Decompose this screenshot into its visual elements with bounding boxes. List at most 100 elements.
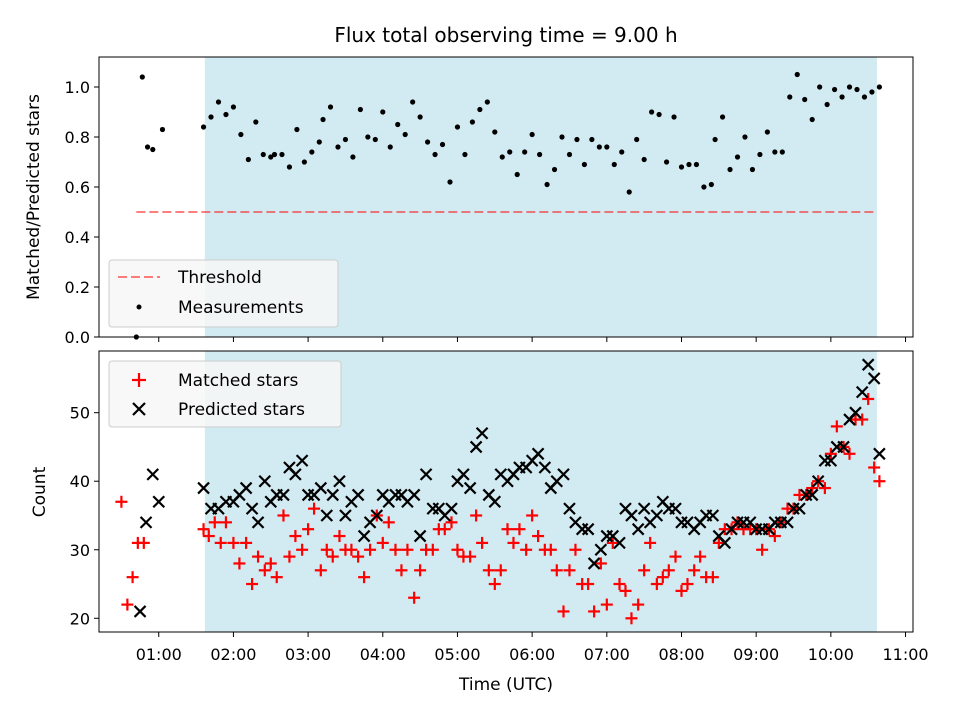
measurement-point [719,114,726,120]
measurement-point [779,149,785,155]
x-tick-label: 11:00 [882,645,928,664]
predicted-star-marker [457,468,470,481]
matched-star-marker [868,461,881,474]
measurement-point [794,71,800,78]
predicted-star-marker [197,481,210,495]
y-tick-label: 30 [70,541,90,560]
matched-star-marker [126,571,139,584]
measurement-point [309,149,315,155]
matched-star-marker [270,571,283,584]
predicted-star-marker [873,447,886,461]
predicted-star-marker [475,426,489,440]
measurement-point [477,106,483,113]
measurement-point [159,126,166,133]
legend-threshold-label: Threshold [177,268,262,288]
x-tick-label: 09:00 [733,645,779,664]
legend-matched-swatch [132,373,146,387]
matched-star-marker [414,564,427,577]
measurement-point [424,139,431,145]
y-tick-label: 20 [70,609,90,628]
matched-star-marker [476,536,489,549]
matched-star-marker [451,543,464,556]
matched-star-marker [302,523,315,536]
measurement-point [708,181,714,188]
matched-star-marker [669,550,682,563]
ratio-panel-frame [98,56,914,338]
matched-star-marker [352,550,365,563]
matched-star-marker [613,578,626,591]
matched-star-marker [600,598,613,611]
measurement-point [824,101,830,108]
ratio-y-ticks: 0.0 0.2 0.4 0.6 0.8 1.0 [65,78,99,347]
figure-title: Flux total observing time = 9.00 h [334,23,677,47]
predicted-star-marker [133,605,147,618]
matched-star-marker [197,523,210,536]
matched-star-marker [233,557,246,570]
measurement-point [854,86,860,93]
matched-star-marker [632,598,645,611]
predicted-star-marker [320,509,334,522]
matched-star-marker [438,523,451,536]
matched-star-marker [277,509,290,522]
matched-star-marker [289,530,302,543]
measurement-point [380,109,386,115]
predicted-star-marker [152,495,166,509]
predicted-star-marker [413,529,427,543]
matched-star-marker [688,564,701,577]
predicted-star-marker [139,516,153,529]
measurement-point [611,161,617,168]
predicted-star-marker [811,474,825,488]
measurement-point [757,151,763,158]
predicted-star-marker [837,440,850,454]
y-tick-label: 0.2 [65,278,90,297]
matched-star-marker [856,413,869,426]
measurement-point [544,181,550,188]
count-legend: Matched stars Predicted stars [108,360,342,428]
matched-star-marker [382,516,395,529]
predicted-star-marker [258,474,272,488]
measurement-point [365,134,371,140]
matched-star-marker [756,543,769,556]
predicted-star-marker [563,502,576,515]
measurement-point [372,136,378,143]
predicted-star-marker [718,536,732,550]
measurement-point [447,179,453,185]
measurement-point [327,104,334,110]
measurement-point [656,111,662,118]
measurement-point [869,89,875,95]
measurement-point [316,139,322,145]
measurement-point [454,124,461,130]
measurement-point [634,136,640,143]
measurement-point [678,164,685,170]
measurement-point [712,136,718,143]
measurements-points [133,71,882,340]
matched-star-marker [258,564,271,577]
x-tick-label: 01:00 [136,645,182,664]
measurement-point [200,124,207,130]
matched-star-marker [681,578,694,591]
measurement-point [499,154,505,160]
matched-star-marker [594,557,607,570]
matched-star-marker [526,509,539,522]
predicted-star-marker [531,447,545,461]
matched-star-marker [563,564,576,577]
predicted-star-marker [861,358,875,371]
measurement-point [150,146,156,153]
measurement-point [537,151,543,158]
y-tick-label: 1.0 [65,78,90,97]
matched-star-marker [830,420,843,433]
matched-star-marker [513,523,526,536]
measurement-point [279,151,285,158]
matched-star-marker [202,530,215,543]
matched-star-marker [557,605,570,618]
measurement-point [144,144,151,150]
matched-star-marker [638,564,651,577]
measurement-point [268,154,274,160]
legend-measurements-label: Measurements [178,298,304,318]
y-tick-label: 0.8 [65,128,90,147]
predicted-star-marker [419,468,433,481]
matched-star-marker [137,536,150,549]
matched-star-marker [240,536,253,549]
measurement-point [559,134,565,140]
